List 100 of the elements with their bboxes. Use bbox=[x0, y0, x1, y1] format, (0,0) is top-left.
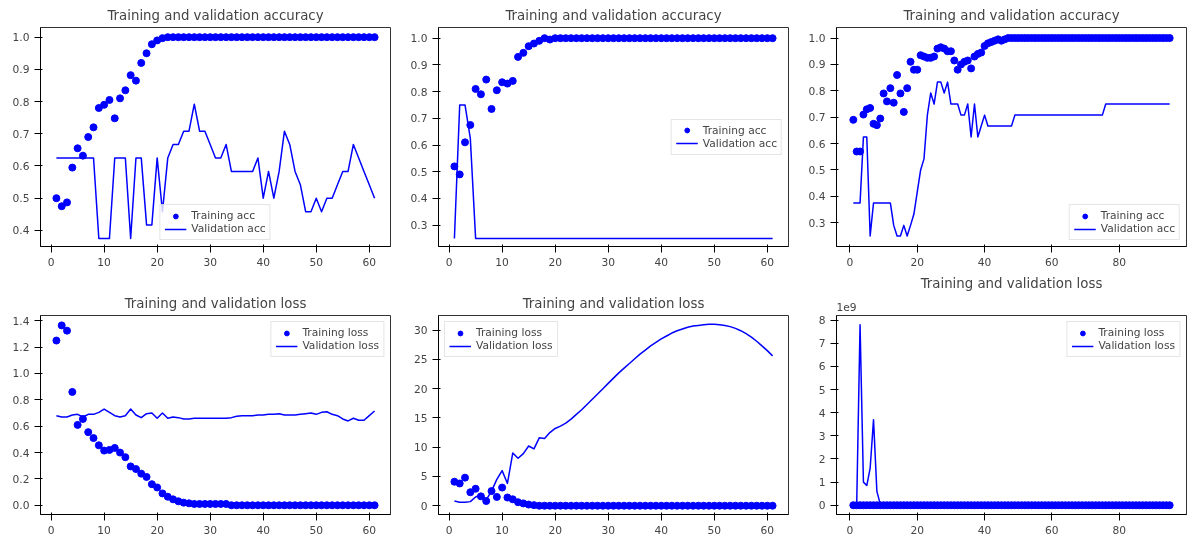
legend-label: Training acc bbox=[702, 123, 767, 137]
legend-label: Validation loss bbox=[302, 339, 379, 352]
y-tick-label: 1 bbox=[818, 476, 826, 490]
y-tick-label: 10 bbox=[413, 441, 428, 455]
x-tick-label: 0 bbox=[445, 255, 453, 269]
y-tick-label: 0.9 bbox=[12, 63, 30, 77]
y-tick-label: 6 bbox=[818, 360, 826, 374]
y-tick-label: 0.6 bbox=[12, 159, 30, 173]
x-tick-label: 30 bbox=[203, 255, 218, 269]
legend-label: Validation loss bbox=[476, 339, 553, 352]
y-tick-label: 0.5 bbox=[410, 165, 428, 179]
x-tick-label: 40 bbox=[654, 255, 669, 269]
y-tick-label: 8 bbox=[818, 314, 826, 328]
x-tick-label: 50 bbox=[309, 523, 324, 537]
y-tick-label: 0.8 bbox=[410, 85, 428, 99]
y-tick-label: 0.5 bbox=[12, 192, 30, 206]
legend-label: Validation acc bbox=[1100, 222, 1175, 235]
y-tick-label: 0.4 bbox=[12, 446, 30, 460]
y-tick-label: 1.0 bbox=[410, 32, 428, 46]
x-tick-label: 80 bbox=[1112, 255, 1127, 269]
x-tick-label: 10 bbox=[97, 255, 112, 269]
x-tick-label: 40 bbox=[977, 523, 992, 537]
y-tick-label: 5 bbox=[818, 383, 826, 397]
x-tick-label: 80 bbox=[1112, 523, 1127, 537]
x-tick-label: 0 bbox=[846, 255, 854, 269]
x-tick-label: 20 bbox=[150, 523, 165, 537]
x-tick-label: 30 bbox=[601, 255, 616, 269]
x-tick-label: 40 bbox=[256, 523, 271, 537]
chart-title: Training and validation accuracy bbox=[106, 7, 324, 23]
y-tick-label: 0.0 bbox=[12, 499, 30, 513]
x-tick-label: 10 bbox=[495, 523, 510, 537]
x-tick-label: 40 bbox=[977, 255, 992, 269]
x-tick-label: 60 bbox=[1045, 255, 1059, 269]
y-tick-label: 1.4 bbox=[12, 314, 30, 328]
y-tick-label: 0.4 bbox=[410, 192, 428, 206]
legend-label: Training loss bbox=[302, 326, 369, 339]
y-tick-label: 1.0 bbox=[808, 32, 826, 46]
x-tick-label: 10 bbox=[97, 523, 112, 537]
x-tick-label: 20 bbox=[548, 523, 563, 537]
y-tick-label: 1.2 bbox=[12, 341, 30, 355]
legend-label: Training acc bbox=[1100, 209, 1165, 222]
x-tick-label: 30 bbox=[601, 523, 616, 537]
y-tick-label: 0.6 bbox=[12, 420, 30, 434]
y-tick-label: 0.8 bbox=[808, 84, 826, 98]
x-tick-label: 20 bbox=[150, 255, 165, 269]
chart-title: Training and validation accuracy bbox=[902, 7, 1120, 23]
legend-label: Training loss bbox=[476, 326, 543, 339]
y-tick-label: 5 bbox=[420, 470, 428, 484]
x-tick-label: 40 bbox=[654, 523, 669, 537]
y-tick-label: 0.3 bbox=[808, 216, 826, 230]
x-tick-label: 30 bbox=[203, 523, 218, 537]
y-tick-label: 0 bbox=[818, 499, 826, 513]
y-tick-label: 0.5 bbox=[808, 163, 826, 177]
y-tick-label: 0.9 bbox=[410, 58, 428, 72]
y-tick-label: 7 bbox=[818, 337, 826, 351]
x-tick-label: 10 bbox=[495, 255, 510, 269]
y-tick-label: 0.3 bbox=[410, 219, 428, 233]
x-tick-label: 20 bbox=[548, 255, 563, 269]
y-tick-label: 0.7 bbox=[410, 112, 428, 126]
chart-title: Training and validation loss bbox=[521, 295, 705, 311]
y-tick-label: 0.6 bbox=[410, 139, 428, 153]
y-tick-label: 2 bbox=[818, 452, 826, 466]
x-tick-label: 60 bbox=[760, 523, 775, 537]
y-tick-label: 0.4 bbox=[808, 190, 826, 204]
y-tick-label: 30 bbox=[413, 324, 428, 338]
y-tick-label: 15 bbox=[413, 411, 428, 425]
y-tick-label: 0.7 bbox=[12, 127, 30, 141]
x-tick-label: 60 bbox=[362, 523, 377, 537]
y-tick-label: 0.8 bbox=[12, 95, 30, 109]
y-tick-label: 0 bbox=[420, 499, 428, 513]
x-tick-label: 0 bbox=[47, 523, 55, 537]
y-tick-label: 1.0 bbox=[12, 31, 30, 45]
y-tick-label: 0.8 bbox=[12, 393, 30, 407]
x-tick-label: 50 bbox=[309, 255, 324, 269]
y-tick-label: 0.7 bbox=[808, 111, 826, 125]
x-tick-label: 50 bbox=[707, 523, 722, 537]
y-tick-label: 25 bbox=[413, 353, 428, 367]
x-tick-label: 60 bbox=[1045, 523, 1059, 537]
y-tick-label: 20 bbox=[413, 382, 428, 396]
x-tick-label: 20 bbox=[910, 255, 925, 269]
y-tick-label: 3 bbox=[818, 429, 826, 443]
chart-title: Training and validation loss bbox=[123, 295, 307, 311]
text: 1e9 bbox=[836, 300, 857, 314]
legend-label: Training acc bbox=[191, 209, 256, 222]
y-tick-label: 4 bbox=[818, 406, 826, 420]
chart-title: Training and validation loss bbox=[919, 275, 1103, 291]
y-tick-label: 1.0 bbox=[12, 367, 30, 381]
legend-label: Training loss bbox=[1098, 326, 1165, 339]
legend-label: Validation acc bbox=[702, 136, 777, 150]
x-tick-label: 0 bbox=[445, 523, 453, 537]
x-tick-label: 60 bbox=[760, 255, 775, 269]
y-tick-label: 0.9 bbox=[808, 58, 826, 72]
chart-title: Training and validation accuracy bbox=[504, 7, 722, 23]
legend-label: Validation acc bbox=[191, 222, 266, 235]
y-tick-label: 0.6 bbox=[808, 137, 826, 151]
legend-label: Validation loss bbox=[1098, 339, 1175, 352]
x-tick-label: 40 bbox=[256, 255, 271, 269]
x-tick-label: 0 bbox=[47, 255, 55, 269]
x-tick-label: 20 bbox=[910, 523, 925, 537]
x-tick-label: 0 bbox=[846, 523, 854, 537]
